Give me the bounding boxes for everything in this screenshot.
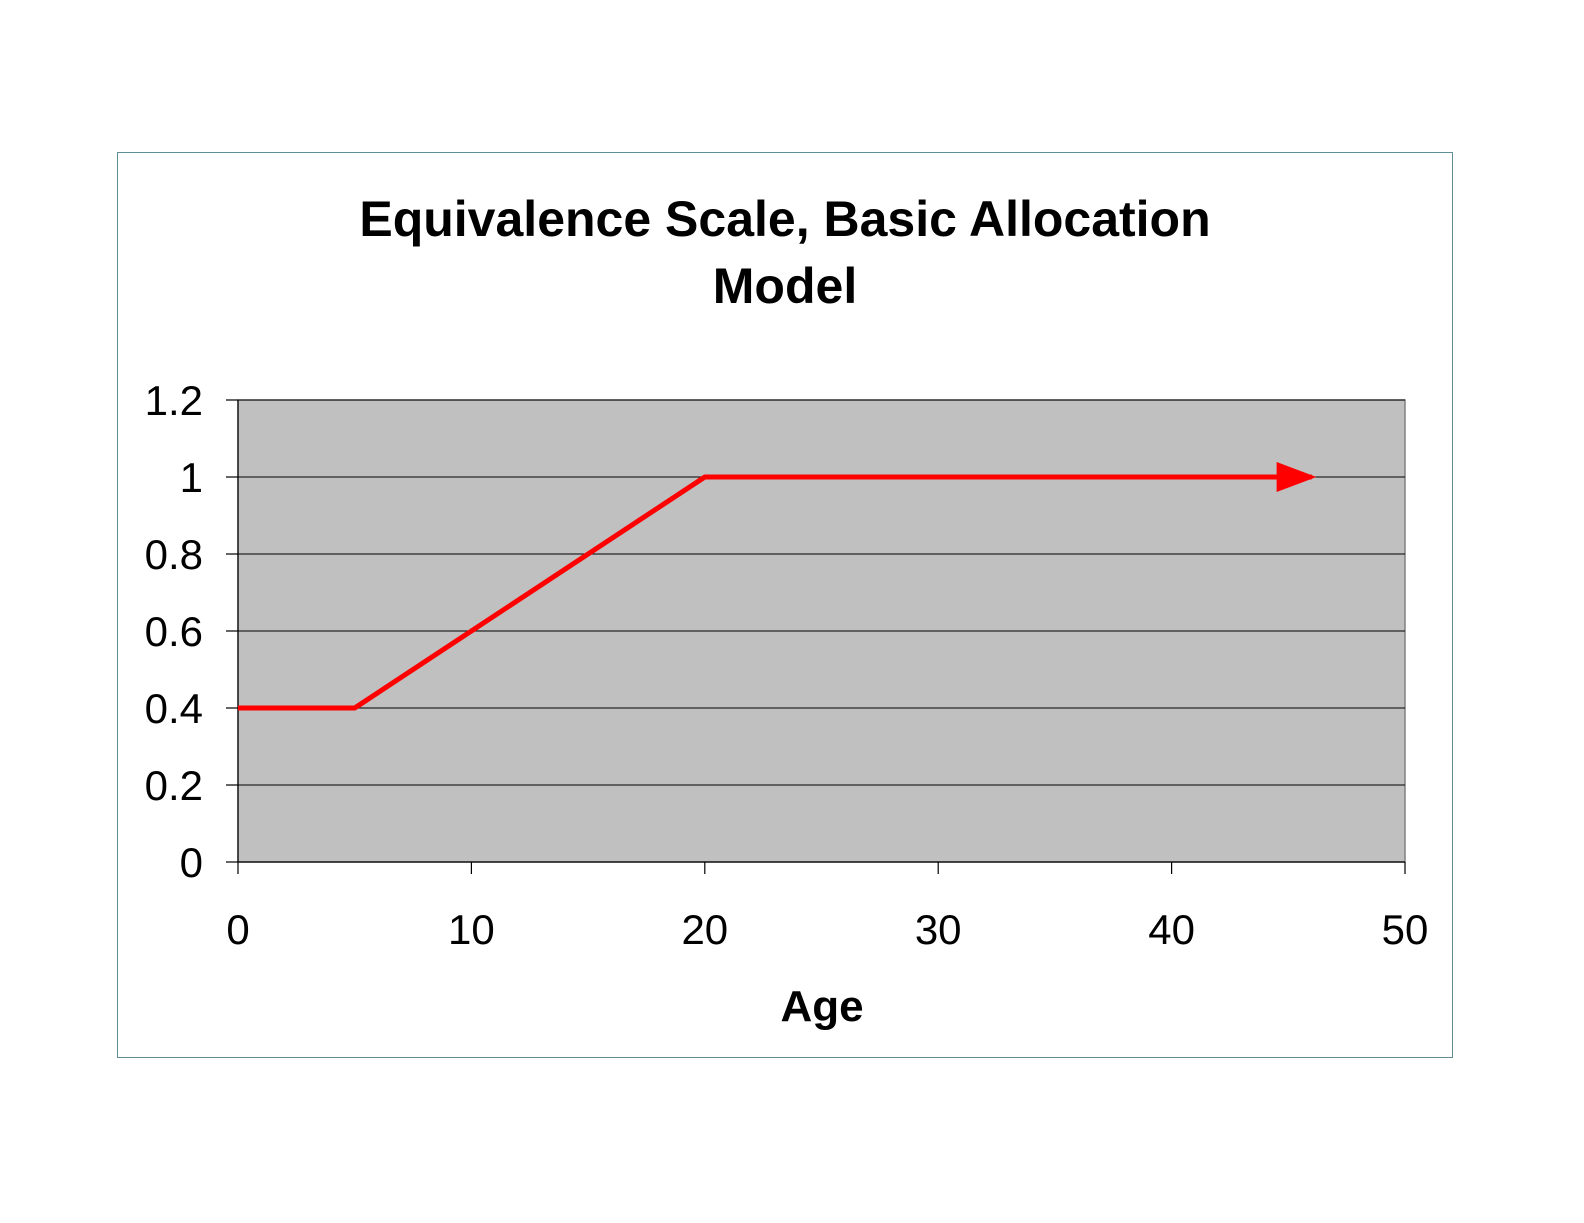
chart-title: Equivalence Scale, Basic Allocation Mode… [359,191,1210,314]
y-tick-label: 0.6 [145,608,203,655]
chart-title-line-2: Model [713,258,857,314]
x-tick-label: 0 [226,906,249,953]
y-tick-label: 0.4 [145,685,203,732]
x-tick-label: 10 [448,906,495,953]
x-axis-title: Age [780,982,863,1031]
y-tick-label: 1.2 [145,377,203,424]
chart-title-line-1: Equivalence Scale, Basic Allocation [359,191,1210,247]
series-layer [237,462,1317,711]
x-tick-label: 50 [1382,906,1429,953]
y-tick-label: 0.8 [145,531,203,578]
x-axis-tick-labels: 0 10 20 30 40 50 [226,906,1428,953]
y-tick-label: 1 [180,454,203,501]
y-tick-label: 0.2 [145,762,203,809]
x-tick-label: 20 [681,906,728,953]
series-line [238,462,1317,711]
x-tick-label: 40 [1148,906,1195,953]
x-tick-label: 30 [915,906,962,953]
chart-frame: Equivalence Scale, Basic Allocation Mode… [117,152,1453,1058]
y-axis-tick-labels: 0 0.2 0.4 0.6 0.8 1 1.2 [145,377,203,886]
y-tick-label: 0 [180,839,203,886]
equivalence-scale-chart: Equivalence Scale, Basic Allocation Mode… [145,191,1429,1031]
axes [226,399,1406,874]
